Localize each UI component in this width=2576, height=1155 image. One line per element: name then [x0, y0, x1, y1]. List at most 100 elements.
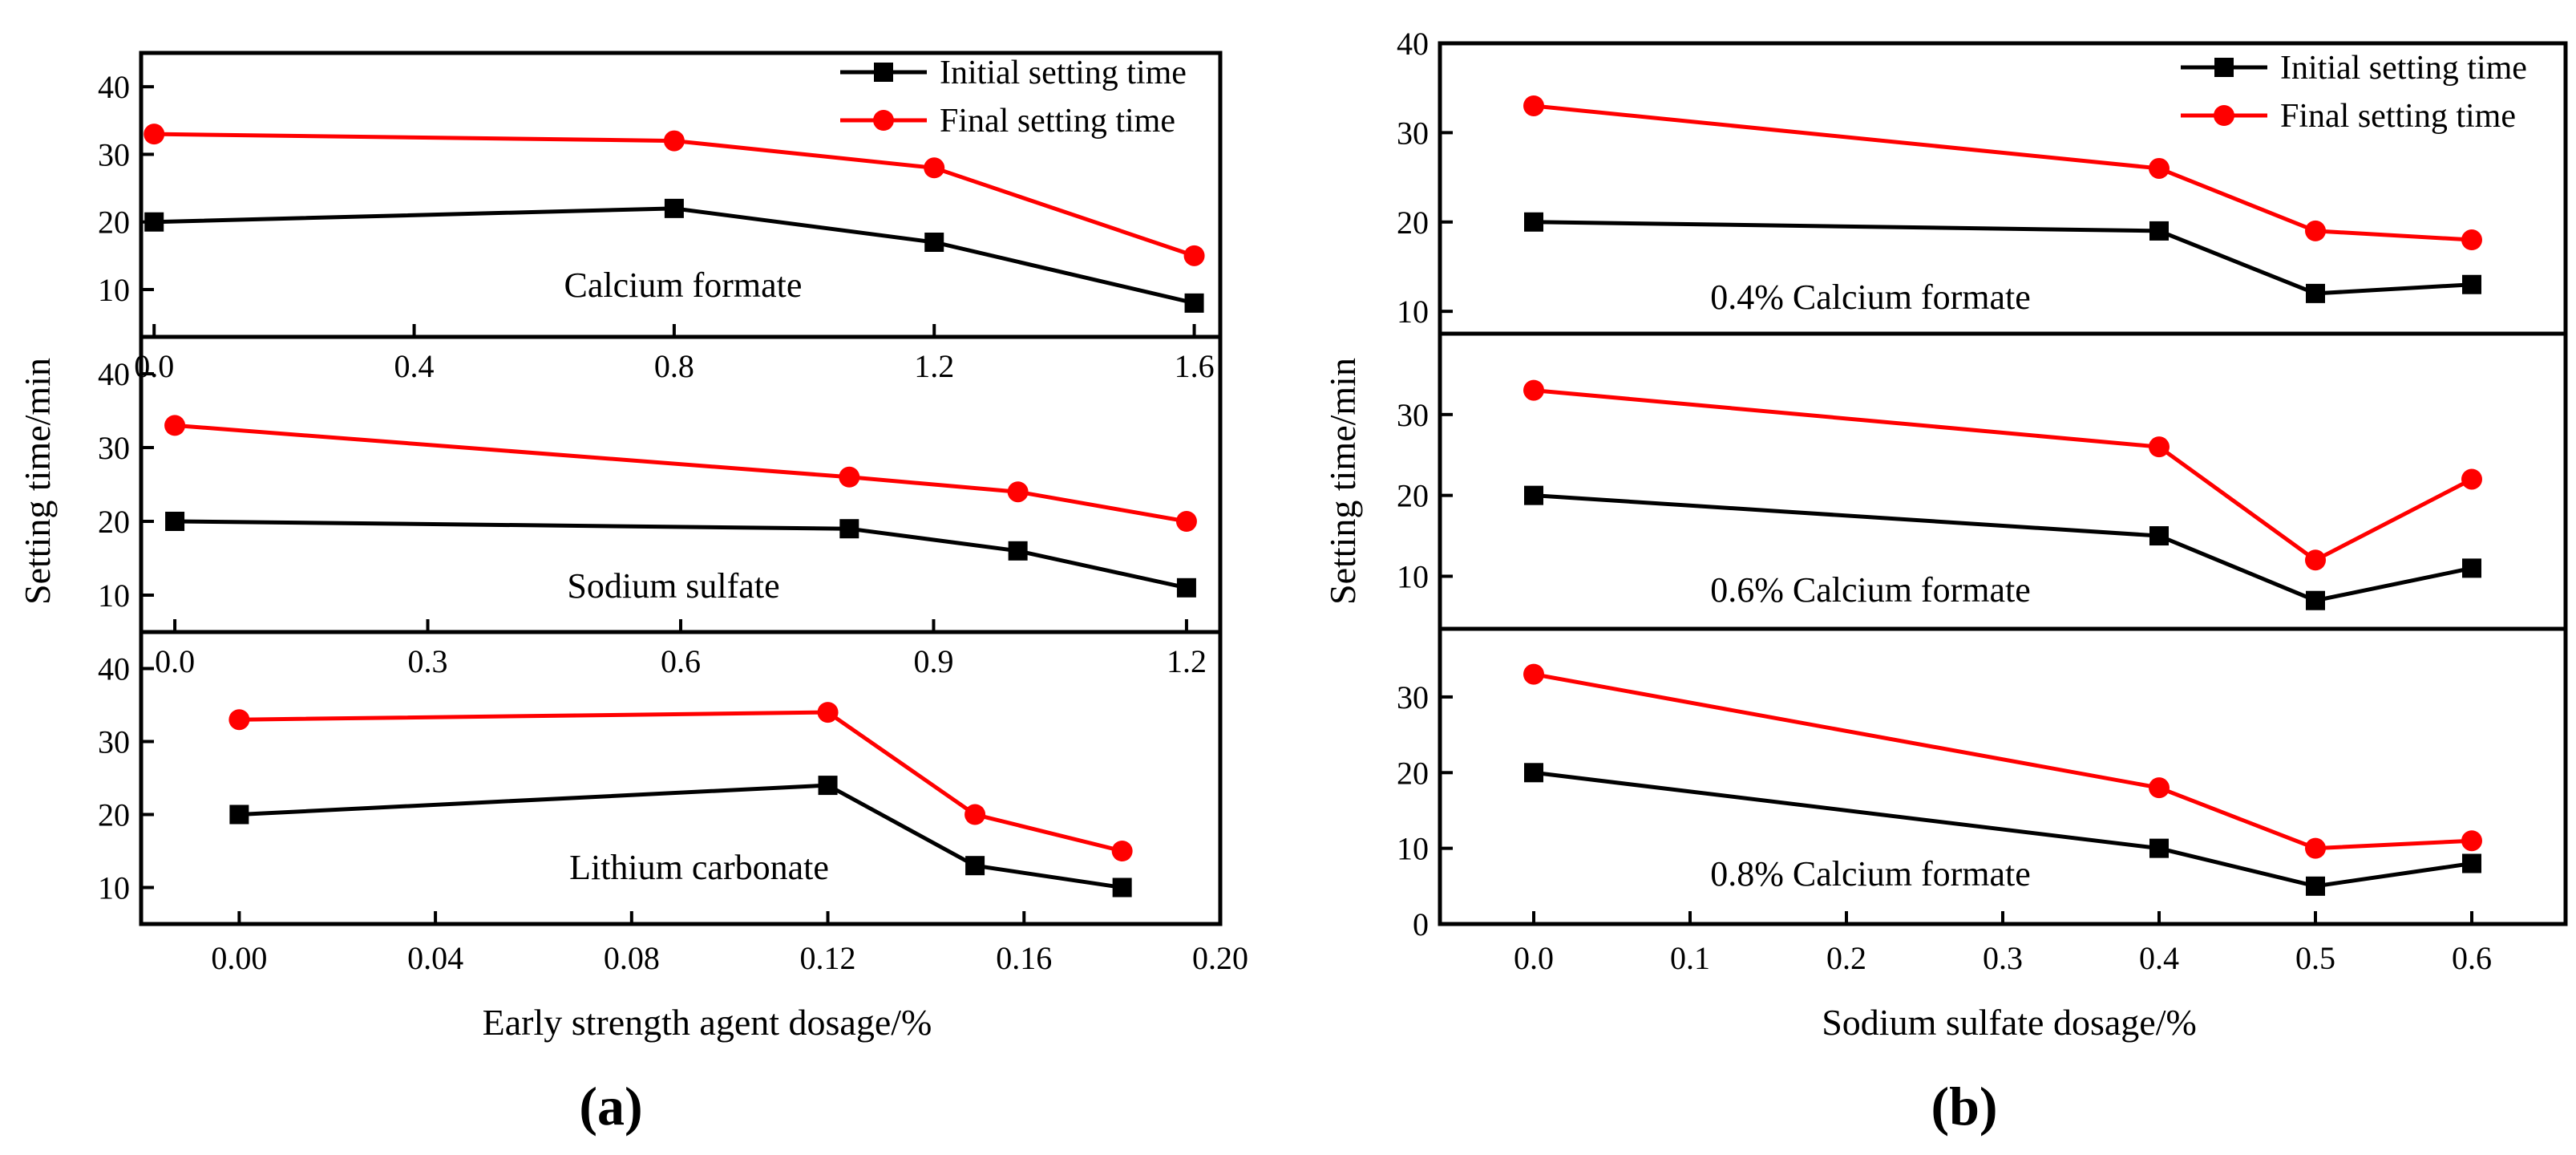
- a-sub1-series-0-point-1: [839, 519, 859, 539]
- b-xtick-label-5: 0.5: [2295, 940, 2335, 976]
- b-xtick-label-0: 0.0: [1514, 940, 1554, 976]
- b-ylabel: Setting time/min: [1322, 358, 1363, 605]
- a-sub0-series-0-point-3: [1184, 293, 1204, 313]
- b-sub0-legend-label-1: Final setting time: [2280, 98, 2516, 135]
- a-sub2-annotation: Lithium carbonate: [569, 848, 829, 887]
- a-sub0-legend-marker-1: [873, 110, 894, 131]
- a-sub0-xtick-label-2: 0.8: [654, 348, 694, 384]
- a-sub0-series-1-point-0: [144, 124, 165, 145]
- a-sub2-xtick-label-3: 0.12: [800, 940, 856, 976]
- b-sub0-series-0-point-2: [2306, 283, 2325, 303]
- b-sub1-series-1-point-2: [2305, 549, 2326, 571]
- a-sub1-ytick-label-1: 20: [98, 504, 130, 540]
- a-sub1-ytick-label-2: 30: [98, 430, 130, 466]
- a-sub0-annotation: Calcium formate: [564, 265, 803, 305]
- a-sub1: 10 20 30 40 0.0 0.3 0.6 0.9 1.2 Sodium sulfate: [98, 334, 1223, 679]
- a-xlabel: Early strength agent dosage/%: [483, 1002, 932, 1043]
- a-sub1-ytick-label-3: 40: [98, 356, 130, 392]
- a-sub1-annotation: Sodium sulfate: [567, 566, 779, 606]
- a-sub1-series-1-point-3: [1175, 511, 1197, 532]
- a-sub1-series-1-line: [174, 423, 1187, 524]
- b-panel-label: (b): [1931, 1076, 1997, 1137]
- b-sub1-series-0-point-3: [2462, 558, 2481, 578]
- a-sub0-legend-label-0: Initial setting time: [940, 55, 1187, 91]
- b-sub0-series-1-point-3: [2461, 229, 2482, 251]
- a-sub0-ytick-label-1: 20: [98, 205, 130, 241]
- a-sub1-xtick-label-2: 0.6: [661, 643, 701, 679]
- b-sub1-series-0-line: [1533, 493, 2473, 603]
- b-sub0-legend-label-0: Initial setting time: [2280, 50, 2527, 87]
- a-sub2-series-1-point-3: [1111, 841, 1133, 861]
- a-sub2-series-0-point-2: [965, 856, 985, 876]
- a-sub0-series-0-point-2: [924, 233, 944, 252]
- a-sub1-series-0-line: [175, 519, 1187, 590]
- b-sub2-ytick-label-0: 0: [1413, 906, 1429, 942]
- b-xtick-label-6: 0.6: [2452, 940, 2492, 976]
- b-sub0-ytick-label-2: 30: [1397, 115, 1429, 151]
- a-sub2-series-1-line: [239, 710, 1123, 853]
- b-sub0-series-1-point-0: [1523, 95, 1544, 116]
- b-sub0-series-0-point-1: [2149, 221, 2169, 241]
- b-sub1-series-1-point-0: [1523, 379, 1544, 401]
- a-sub1-xtick-label-3: 0.9: [913, 643, 953, 679]
- a-sub0-xtick-label-3: 1.2: [914, 348, 954, 384]
- a-sub2-xtick-label-2: 0.08: [604, 940, 660, 976]
- a-sub2-frame: [139, 630, 1223, 926]
- b-sub1-series-1-line: [1533, 388, 2473, 563]
- b-sub2-annotation: 0.8% Calcium formate: [1710, 854, 2031, 894]
- b-sub2-series-0-point-0: [1524, 763, 1543, 783]
- a-sub2-ytick-label-0: 10: [98, 870, 130, 906]
- a-sub2-xtick-label-1: 0.04: [407, 940, 463, 976]
- a-sub2-series-0-point-3: [1112, 877, 1132, 898]
- a-sub2-xtick-label-4: 0.16: [996, 940, 1052, 976]
- b-sub0: 10 20 30 40 0.4% Calcium formate Initial sett…: [1397, 26, 2568, 336]
- b-sub2-ytick-label-3: 30: [1397, 679, 1429, 715]
- a-sub0-ytick-label-0: 10: [98, 272, 130, 308]
- b-sub0-series-0-line: [1533, 220, 2473, 296]
- b-xtick-label-2: 0.2: [1826, 940, 1866, 976]
- b-sub2-series-1-point-3: [2461, 830, 2482, 852]
- b-sub1-series-0-point-1: [2149, 526, 2169, 546]
- a-sub1-xtick-label-0: 0.0: [155, 643, 195, 679]
- a-sub0-series-1-point-1: [663, 130, 685, 152]
- b-sub2-series-0-line: [1533, 770, 2473, 889]
- a-sub0-series-1-point-3: [1183, 245, 1205, 266]
- a-sub0-series-1-line: [154, 132, 1195, 258]
- a-sub1-series-1-point-0: [164, 415, 186, 436]
- b-sub1-annotation: 0.6% Calcium formate: [1710, 570, 2031, 610]
- a-sub2-series-1-point-2: [964, 804, 986, 825]
- a-sub2-series-1-point-1: [817, 702, 839, 723]
- a-sub0-xtick-label-4: 1.6: [1175, 348, 1215, 384]
- b-sub2-series-0-point-1: [2149, 838, 2169, 858]
- b-sub1: 10 20 30 0.6% Calcium formate: [1397, 331, 2568, 631]
- a-sub1-series-1-point-1: [839, 466, 860, 488]
- a-sub2-ytick-label-1: 20: [98, 797, 130, 833]
- b-sub1-series-1-point-3: [2461, 468, 2482, 490]
- b-sub1-series-1-point-1: [2149, 436, 2170, 458]
- panel-b-chart: 10 20 30 40 0.4% Calcium formate Initial sett…: [1322, 26, 2568, 1137]
- a-sub1-xtick-label-1: 0.3: [408, 643, 448, 679]
- b-sub2-ytick-label-1: 10: [1397, 831, 1429, 867]
- a-sub1-ytick-label-0: 10: [98, 578, 130, 614]
- b-sub0-series-1-line: [1533, 103, 2473, 242]
- a-sub1-xtick-label-4: 1.2: [1167, 643, 1207, 679]
- b-sub0-ytick-label-0: 10: [1397, 294, 1429, 330]
- b-sub0-ytick-label-1: 20: [1397, 205, 1429, 241]
- b-sub0-annotation: 0.4% Calcium formate: [1710, 278, 2031, 317]
- b-sub2: 0 10 20 30 0.8% Calcium formate: [1397, 626, 2568, 942]
- b-sub0-series-1-point-2: [2305, 220, 2326, 241]
- b-sub0-series-0-point-3: [2462, 274, 2481, 294]
- b-sub2-series-1-point-2: [2305, 837, 2326, 859]
- b-sub1-series-0-point-0: [1524, 485, 1543, 505]
- b-sub2-ytick-label-2: 20: [1397, 755, 1429, 791]
- a-sub2: 10 20 30 40 0.00 0.04 0.08 0.12 0.16 0.20 Lithium …: [98, 630, 1248, 976]
- a-sub0-series-1-point-2: [924, 157, 945, 179]
- b-sub1-ytick-label-0: 10: [1397, 558, 1429, 594]
- a-ylabel: Setting time/min: [17, 358, 58, 605]
- a-sub0-series-0-point-0: [144, 212, 164, 232]
- a-sub1-series-1-point-2: [1007, 481, 1029, 503]
- b-sub0-legend-marker-1: [2214, 105, 2234, 126]
- a-sub2-ytick-label-2: 30: [98, 724, 130, 760]
